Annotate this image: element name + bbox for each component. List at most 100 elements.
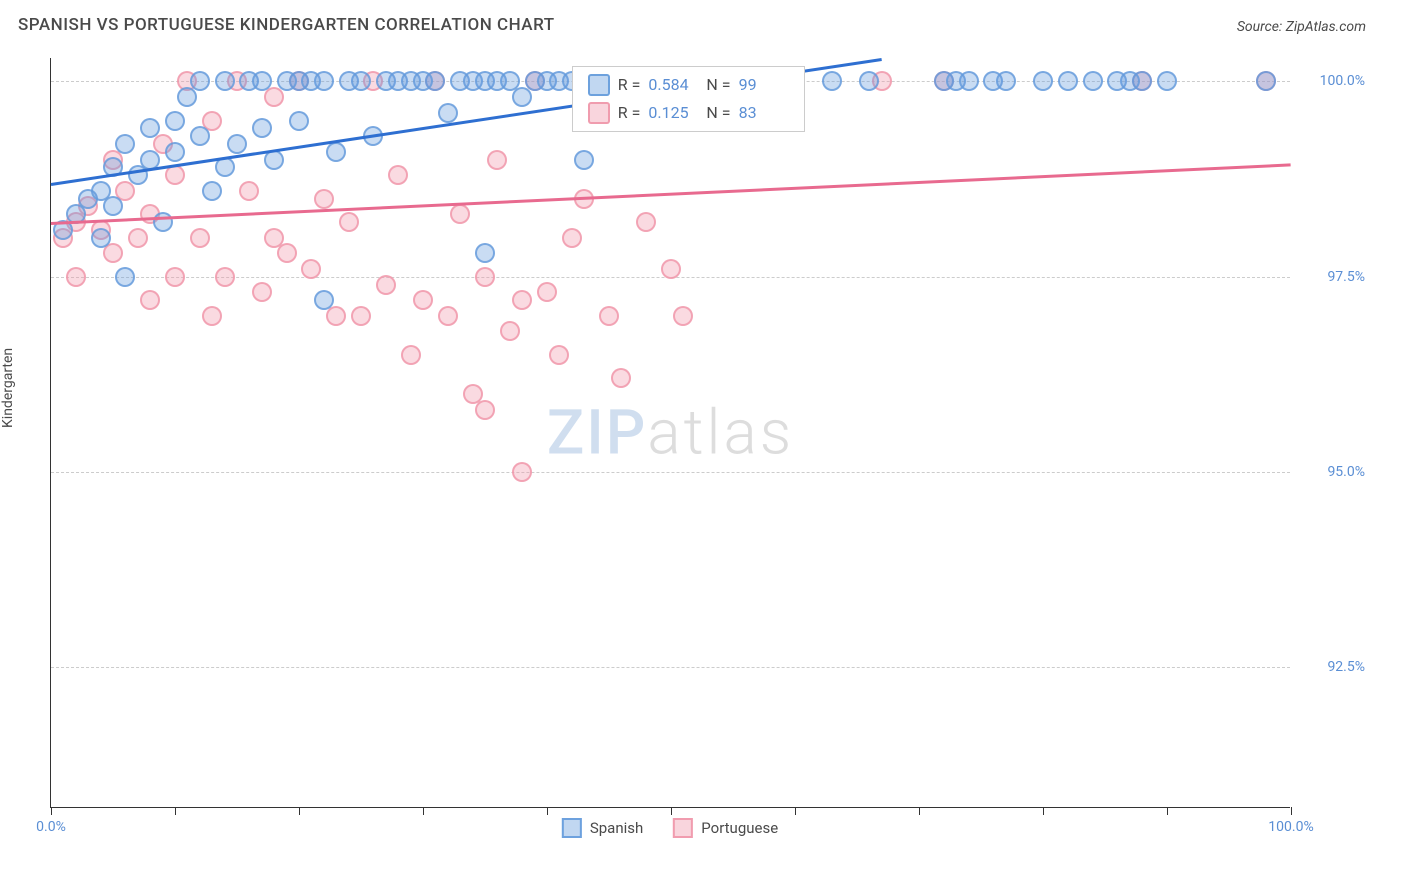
data-point (277, 243, 297, 263)
x-tick-label: 100.0% (1268, 819, 1313, 835)
data-point (475, 243, 495, 263)
x-tick (299, 807, 300, 815)
stats-box: R = 0.584 N = 99 R = 0.125 N = 83 (572, 66, 805, 132)
data-point (252, 282, 272, 302)
data-point (153, 212, 173, 232)
x-tick (175, 807, 176, 815)
data-point (115, 267, 135, 287)
watermark: ZIPatlas (547, 396, 794, 469)
x-tick (671, 807, 672, 815)
data-point (388, 165, 408, 185)
data-point (636, 212, 656, 232)
data-point (475, 267, 495, 287)
y-axis-label: Kindergarten (0, 348, 16, 428)
data-point (326, 306, 346, 326)
data-point (438, 103, 458, 123)
x-tick (547, 807, 548, 815)
data-point (661, 259, 681, 279)
data-point (401, 345, 421, 365)
data-point (115, 134, 135, 154)
data-point (314, 71, 334, 91)
legend-item-portuguese: Portuguese (673, 818, 778, 838)
data-point (1157, 71, 1177, 91)
data-point (1256, 71, 1276, 91)
data-point (91, 228, 111, 248)
data-point (215, 71, 235, 91)
stat-n-value: 83 (739, 103, 789, 122)
x-tick (919, 807, 920, 815)
stats-row: R = 0.125 N = 83 (573, 99, 804, 127)
source-label: Source: ZipAtlas.com (1237, 19, 1366, 35)
data-point (822, 71, 842, 91)
legend-label: Portuguese (701, 819, 778, 837)
y-tick-label: 95.0% (1327, 464, 1365, 480)
data-point (128, 228, 148, 248)
data-point (165, 267, 185, 287)
stat-r-value: 0.125 (648, 103, 698, 122)
data-point (438, 306, 458, 326)
data-point (103, 196, 123, 216)
data-point (326, 142, 346, 162)
legend: Spanish Portuguese (562, 818, 778, 838)
x-tick (51, 807, 52, 815)
data-point (549, 345, 569, 365)
gridline (51, 472, 1290, 473)
data-point (413, 290, 433, 310)
data-point (165, 142, 185, 162)
x-tick (1043, 807, 1044, 815)
data-point (1058, 71, 1078, 91)
data-point (562, 228, 582, 248)
data-point (140, 118, 160, 138)
data-point (252, 118, 272, 138)
data-point (537, 282, 557, 302)
stat-n-value: 99 (739, 75, 789, 94)
data-point (314, 290, 334, 310)
chart-area: ZIPatlas 92.5%95.0%97.5%100.0%0.0%100.0%… (50, 58, 1290, 808)
trendline (51, 163, 1291, 225)
stats-swatch-icon (588, 74, 610, 96)
watermark-bold: ZIP (547, 396, 648, 469)
y-tick-label: 97.5% (1327, 269, 1365, 285)
stats-swatch-icon (588, 102, 610, 124)
data-point (190, 126, 210, 146)
data-point (289, 111, 309, 131)
y-tick-label: 92.5% (1327, 659, 1365, 675)
legend-label: Spanish (590, 819, 643, 837)
chart-title: SPANISH VS PORTUGUESE KINDERGARTEN CORRE… (18, 15, 555, 35)
x-tick (423, 807, 424, 815)
data-point (202, 181, 222, 201)
data-point (252, 71, 272, 91)
x-tick-label: 0.0% (36, 819, 66, 835)
data-point (487, 150, 507, 170)
data-point (66, 267, 86, 287)
data-point (227, 134, 247, 154)
data-point (301, 259, 321, 279)
data-point (351, 306, 371, 326)
gridline (51, 667, 1290, 668)
data-point (202, 306, 222, 326)
data-point (140, 290, 160, 310)
data-point (996, 71, 1016, 91)
stat-r-label: R = (618, 75, 641, 94)
data-point (215, 267, 235, 287)
data-point (425, 71, 445, 91)
data-point (673, 306, 693, 326)
data-point (1083, 71, 1103, 91)
data-point (512, 462, 532, 482)
data-point (103, 243, 123, 263)
stat-n-label: N = (706, 103, 730, 122)
plot-area: ZIPatlas 92.5%95.0%97.5%100.0%0.0%100.0%… (50, 58, 1290, 808)
stat-r-value: 0.584 (648, 75, 698, 94)
stats-row: R =0.584N =99 (573, 71, 804, 99)
data-point (475, 400, 495, 420)
data-point (450, 204, 470, 224)
data-point (500, 321, 520, 341)
data-point (859, 71, 879, 91)
legend-swatch-icon (673, 818, 693, 838)
data-point (512, 290, 532, 310)
data-point (574, 150, 594, 170)
x-tick (795, 807, 796, 815)
data-point (190, 228, 210, 248)
stat-r-label: R = (618, 103, 641, 122)
data-point (611, 368, 631, 388)
